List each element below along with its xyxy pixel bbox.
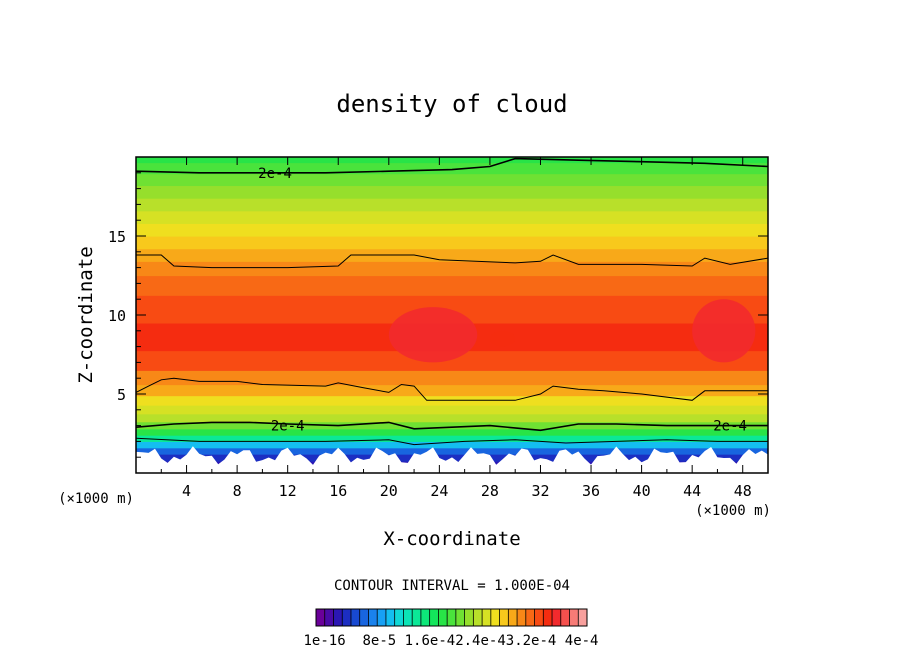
- field-band: [136, 421, 768, 430]
- x-axis-label: X-coordinate: [383, 528, 520, 550]
- cloud-core: [388, 307, 478, 363]
- field-band: [136, 157, 768, 164]
- colorbar-swatch: [333, 609, 343, 626]
- x-tick-label: 24: [430, 482, 448, 500]
- field-band: [136, 435, 768, 442]
- field-band: [136, 428, 768, 436]
- x-tick-label: 8: [233, 482, 242, 500]
- colorbar-swatch: [385, 609, 395, 626]
- y-axis-label: Z-coordinate: [75, 246, 97, 383]
- x-tick-label: 44: [683, 482, 701, 500]
- x-tick-label: 40: [633, 482, 651, 500]
- field-band: [136, 173, 768, 187]
- contour-line: [136, 157, 768, 174]
- x-tick-label: 36: [582, 482, 600, 500]
- colorbar-swatch: [517, 609, 527, 626]
- field-band: [136, 413, 768, 423]
- x-tick-label: 12: [279, 482, 297, 500]
- contour-labels: 2e-4 2e-4 2e-4: [258, 166, 747, 435]
- colorbar-swatch: [316, 609, 326, 626]
- x-tick-label: 48: [734, 482, 752, 500]
- colorbar: [315, 608, 588, 627]
- contour-line: [136, 437, 768, 446]
- x-axis-ticks: 4 8 12 16 20 24 28 32 36 40 44 48: [160, 157, 752, 500]
- colorbar-labels: 1e-16 8e-5 1.6e-42.4e-43.2e-4 4e-4: [303, 633, 598, 649]
- colorbar-swatch: [342, 609, 352, 626]
- contour-label: 2e-4: [271, 419, 305, 435]
- colorbar-swatch: [420, 609, 430, 626]
- surface-mask: [136, 446, 768, 473]
- colorbar-swatch: [578, 609, 588, 626]
- colorbar-swatch: [543, 609, 553, 626]
- chart-title: density of cloud: [336, 90, 567, 118]
- colorbar-swatch: [324, 609, 334, 626]
- colorbar-swatch: [464, 609, 474, 626]
- colorbar-swatch: [394, 609, 404, 626]
- colorbar-frame: [315, 608, 588, 627]
- field-band: [136, 236, 768, 250]
- colorbar-swatch: [359, 609, 369, 626]
- x-tick-label: 4: [182, 482, 191, 500]
- colorbar-swatch: [473, 609, 483, 626]
- contour-label: 2e-4: [258, 166, 292, 182]
- field-band: [136, 447, 768, 455]
- field-band: [136, 162, 768, 175]
- field-band: [136, 370, 768, 386]
- x-tick-label: 32: [531, 482, 549, 500]
- colorbar-swatch: [377, 609, 387, 626]
- field-band: [136, 185, 768, 199]
- colorbar-swatch: [499, 609, 509, 626]
- cloud-core: [489, 330, 516, 347]
- contour-label: 2e-4: [713, 419, 747, 435]
- colorbar-swatch: [490, 609, 500, 626]
- colorbar-swatch: [560, 609, 570, 626]
- colorbar-swatch: [525, 609, 535, 626]
- contour-line: [136, 421, 768, 432]
- colorbar-swatch: [569, 609, 579, 626]
- y-axis-ticks: 5 10 15: [108, 172, 768, 458]
- field-band: [136, 198, 768, 212]
- y-tick-label: 15: [108, 228, 126, 246]
- colorbar-swatch: [438, 609, 448, 626]
- field-band: [136, 350, 768, 371]
- x-tick-label: 20: [380, 482, 398, 500]
- colorbar-swatch: [429, 609, 439, 626]
- contour-line: [136, 254, 768, 269]
- colorbar-swatch: [447, 609, 457, 626]
- field-band: [136, 275, 768, 296]
- contour-line: [136, 377, 768, 401]
- colorbar-swatch: [534, 609, 544, 626]
- field-band: [136, 210, 768, 224]
- x-unit-label-right: (×1000 m): [695, 503, 771, 519]
- colorbar-swatch: [508, 609, 518, 626]
- cloud-density-field: [136, 157, 768, 473]
- contour-lines: [136, 157, 768, 446]
- field-band: [136, 248, 768, 262]
- field-band: [136, 384, 768, 397]
- colorbar-swatch: [552, 609, 562, 626]
- colorbar-swatch: [350, 609, 361, 626]
- colorbar-swatch: [368, 609, 378, 626]
- colorbar-swatch: [403, 609, 413, 626]
- colorbar-swatch: [455, 609, 465, 626]
- colorbar-swatch: [482, 609, 492, 626]
- field-band: [136, 223, 768, 237]
- colorbar-swatch: [412, 609, 422, 626]
- cloud-core: [692, 299, 756, 363]
- field-band: [136, 405, 768, 415]
- y-tick-label: 5: [117, 386, 126, 404]
- x-tick-label: 16: [329, 482, 347, 500]
- y-tick-label: 10: [108, 307, 126, 325]
- x-tick-label: 28: [481, 482, 499, 500]
- field-band: [136, 261, 768, 277]
- field-band: [136, 441, 768, 449]
- contour-interval-label: CONTOUR INTERVAL = 1.000E-04: [334, 578, 570, 594]
- x-unit-label-left: (×1000 m): [58, 491, 134, 507]
